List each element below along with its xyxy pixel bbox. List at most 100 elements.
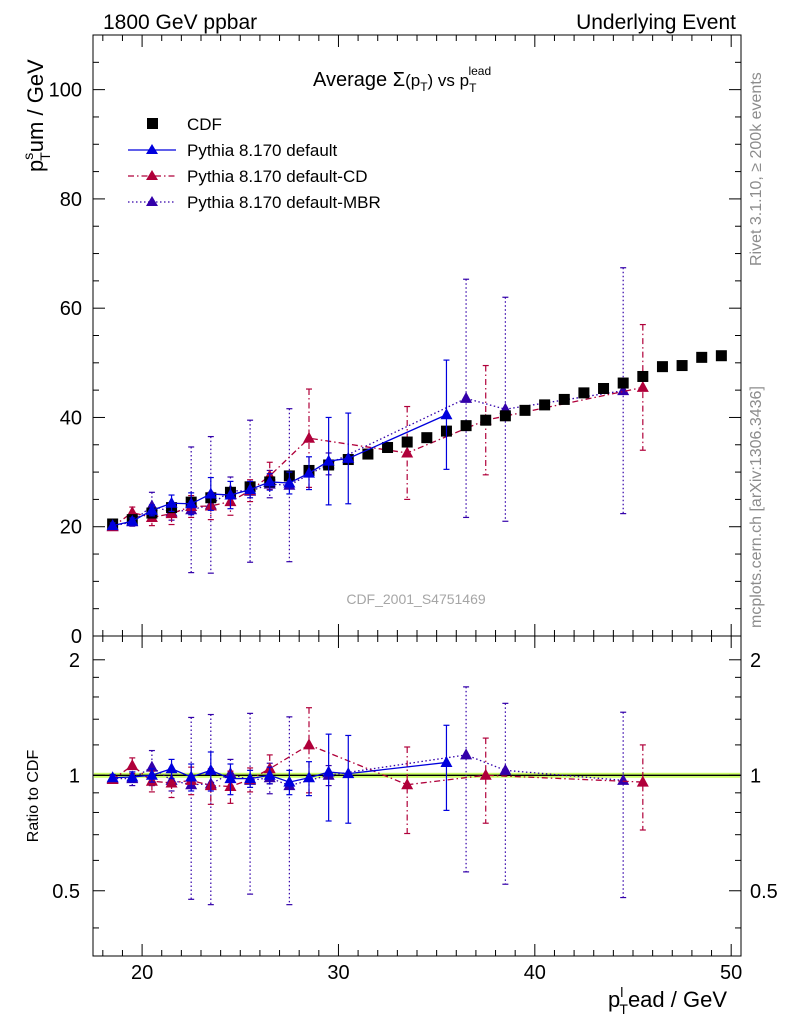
ratio-y-ticks: [93, 659, 741, 929]
xlabel-sub: T: [619, 1001, 628, 1017]
main-cdf-point: [401, 436, 413, 448]
legend: CDF Pythia 8.170 default Pythia 8.170 de…: [128, 115, 381, 212]
ratio-triangle-point: [106, 771, 119, 783]
main-triangle-point: [303, 466, 315, 478]
main-y-label: psTum / GeV: [20, 59, 53, 172]
ratio-y-tick-label-right: 0.5: [750, 881, 778, 903]
main-cdf-point: [656, 361, 668, 373]
ratio-y-tick-label-left: 0.5: [52, 881, 80, 903]
ratio-triangle-point: [479, 768, 492, 780]
main-y-tick-label: 60: [60, 298, 82, 320]
x-axis-label: pl Tead / GeV: [608, 984, 727, 1017]
main-triangle-point: [204, 487, 217, 499]
ratio-y-label: Ratio to CDF: [25, 750, 42, 843]
x-tick-label: 20: [131, 962, 153, 984]
main-cdf-point: [382, 442, 394, 454]
main-y-tick-label: 40: [60, 407, 82, 429]
legend-label-cdf: CDF: [187, 115, 222, 134]
main-triangle-point: [126, 514, 139, 526]
ylabel-p: p: [23, 160, 48, 172]
main-triangle-point: [401, 446, 414, 458]
analysis-watermark: CDF_2001_S4751469: [346, 591, 486, 607]
ratio-y-tick-label-left: 2: [69, 650, 80, 672]
ratio-triangle-point: [303, 771, 315, 783]
ratio-triangle-point: [165, 762, 178, 774]
ratio-triangle-point: [224, 772, 237, 784]
x-tick-label: 50: [720, 962, 742, 984]
xlabel-p: p: [608, 987, 620, 1012]
title-sub-t1: T: [420, 80, 428, 94]
main-triangle-point: [283, 476, 296, 488]
main-cdf-point: [598, 382, 610, 394]
header-right: Underlying Event: [576, 11, 736, 34]
ratio-triangle-point: [165, 776, 178, 788]
main-plot-title: Average Σ(pT) vs pTlead: [313, 64, 491, 95]
title-sup-lead: lead: [468, 64, 491, 78]
main-triangle-point: [617, 384, 630, 396]
main-cdf-point: [539, 399, 551, 411]
legend-marker-cdf: [147, 118, 158, 129]
title-vs: vs p: [433, 71, 469, 90]
ratio-series-default-mbr: [106, 686, 630, 906]
ratio-triangle-point: [322, 765, 335, 777]
title-sub-t2: T: [469, 81, 477, 95]
ratio-triangle-point: [636, 775, 649, 787]
ratio-triangle-point: [145, 768, 158, 780]
mcplots-label: mcplots.cern.ch [arXiv:1306.3436]: [748, 386, 765, 628]
main-cdf-point: [480, 414, 492, 426]
legend-marker-default-cd: [146, 170, 158, 180]
ratio-triangle-point: [126, 770, 139, 782]
x-tick-label: 30: [327, 962, 349, 984]
ratio-triangle-point: [244, 772, 257, 784]
ratio-triangle-point: [617, 773, 630, 785]
main-series-default-mbr: [106, 267, 630, 574]
main-cdf-point: [617, 377, 629, 389]
ylabel-sub: T: [37, 152, 53, 161]
main-cdf-point: [460, 420, 472, 432]
main-series-cdf: [107, 350, 727, 530]
ratio-triangle-point: [126, 759, 139, 771]
legend-marker-default: [146, 144, 158, 154]
title-prefix: Average: [313, 69, 393, 91]
main-cdf-point: [558, 393, 570, 405]
rivet-label: Rivet 3.1.10, ≥ 200k events: [748, 72, 765, 266]
main-cdf-point: [421, 432, 433, 444]
main-y-tick-label: 80: [60, 189, 82, 211]
xlabel-sup: l: [620, 984, 623, 1000]
main-cdf-point: [676, 360, 688, 372]
main-cdf-point: [637, 370, 649, 382]
main-series-default: [106, 359, 453, 531]
main-triangle-point: [145, 503, 158, 515]
ratio-triangle-point: [460, 748, 473, 760]
main-y-tick-label: 20: [60, 517, 82, 539]
ratio-plot-frame: [92, 635, 742, 957]
legend-marker-default-mbr: [146, 196, 158, 206]
main-y-tick-label: 100: [49, 80, 82, 102]
main-triangle-point: [165, 496, 178, 508]
main-cdf-point: [715, 350, 727, 362]
ratio-triangle-point: [263, 768, 276, 780]
ratio-triangle-point: [303, 738, 315, 750]
main-cdf-point: [519, 404, 531, 416]
x-ticks: [102, 35, 732, 956]
main-cdf-point: [696, 351, 708, 363]
ratio-triangle-point: [185, 770, 198, 782]
main-triangle-point: [342, 451, 355, 463]
main-y-tick-label: 0: [71, 626, 82, 648]
ratio-triangle-point: [204, 763, 217, 775]
ratio-y-tick-label-right: 2: [750, 650, 761, 672]
main-triangle-point: [303, 431, 315, 443]
title-open: (p: [405, 71, 420, 90]
main-y-ticks: [93, 34, 741, 637]
ratio-triangle-point: [440, 755, 453, 767]
ylabel-sup: s: [20, 153, 36, 160]
main-triangle-point: [224, 488, 237, 500]
ratio-y-tick-label-right: 1: [750, 765, 761, 787]
header-left: 1800 GeV ppbar: [103, 11, 257, 34]
legend-label-default-cd: Pythia 8.170 default-CD: [187, 167, 368, 186]
main-triangle-point: [460, 391, 473, 403]
legend-label-default-mbr: Pythia 8.170 default-MBR: [187, 193, 381, 212]
main-triangle-point: [106, 519, 119, 531]
main-cdf-point: [362, 448, 374, 460]
